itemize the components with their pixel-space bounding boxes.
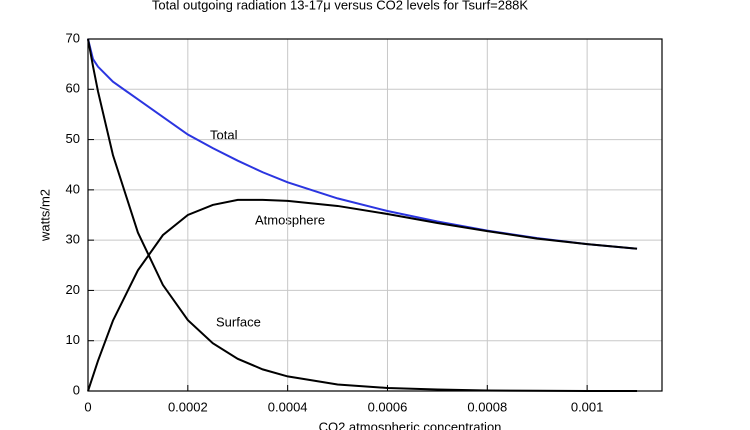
x-tick-label: 0.0004 [268, 399, 308, 414]
annotation: Total [210, 127, 238, 142]
y-tick-label: 50 [66, 131, 80, 146]
x-tick-label: 0 [84, 399, 91, 414]
x-tick-label: 0.0002 [168, 399, 208, 414]
x-axis-label: CO2 atmospheric concentration [319, 419, 502, 430]
chart-title: Total outgoing radiation 13-17μ versus C… [152, 0, 528, 12]
y-tick-label: 40 [66, 181, 80, 196]
y-tick-label: 60 [66, 81, 80, 96]
series-line [87, 38, 638, 392]
series-line [87, 198, 638, 392]
y-tick-label: 30 [66, 232, 80, 247]
x-tick-label: 0.0008 [467, 399, 507, 414]
y-tick-label: 10 [66, 332, 80, 347]
x-tick-label: 0.001 [571, 399, 604, 414]
plot-frame [87, 38, 663, 392]
x-tick-label: 0.0006 [368, 399, 408, 414]
annotation: Surface [216, 314, 261, 329]
annotation: Atmosphere [255, 212, 325, 227]
y-tick-label: 0 [73, 382, 80, 397]
y-tick-label: 70 [66, 30, 80, 45]
series-line [87, 38, 638, 250]
y-axis-label: watts/m2 [37, 189, 52, 242]
y-tick-label: 20 [66, 282, 80, 297]
